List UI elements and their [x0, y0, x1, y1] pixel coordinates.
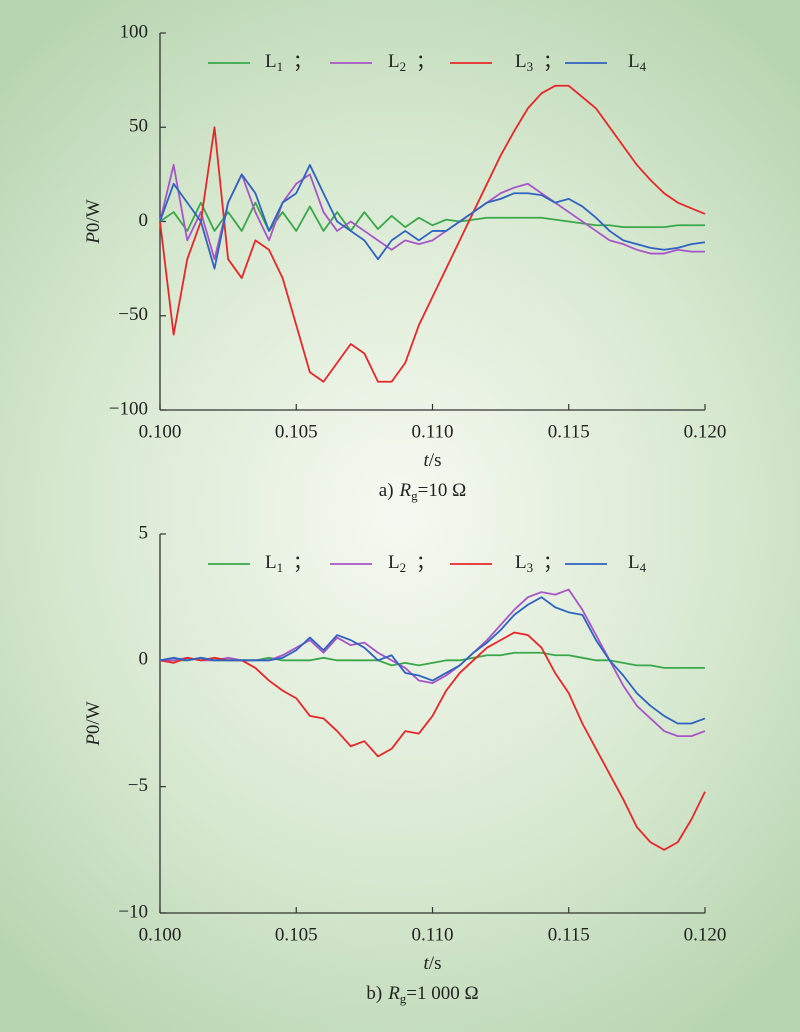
series-line	[159, 84, 706, 383]
x-tick-label: 0.110	[411, 421, 453, 442]
x-tick-label: 0.100	[139, 421, 182, 442]
x-axis-label: t/s	[424, 953, 442, 974]
caption-subscript: g	[400, 991, 407, 1006]
legend-label: L2	[388, 51, 406, 74]
legend-label: L2	[388, 552, 406, 575]
caption: b) Rg=1 000 Ω	[366, 983, 478, 1006]
y-tick-label: 0	[139, 649, 149, 670]
y-label-symbol: P	[83, 232, 104, 245]
legend-separator: ；	[416, 552, 435, 573]
caption-subscript: g	[411, 488, 418, 503]
caption-prefix: b)	[366, 983, 382, 1004]
y-label-symbol: P	[83, 734, 104, 747]
y-label-unit: /W	[83, 701, 104, 724]
caption-value: =10 Ω	[418, 480, 467, 501]
x-tick-label: 0.120	[684, 421, 727, 442]
y-axis-label: P0/W	[83, 701, 104, 746]
legend-label: L1	[265, 552, 283, 575]
y-tick-label: −10	[118, 901, 148, 922]
x-tick-label: 0.105	[275, 421, 318, 442]
caption-symbol: R	[387, 983, 400, 1004]
x-tick-label: 0.115	[548, 421, 590, 442]
legend-separator: ；	[543, 552, 562, 573]
caption-symbol: R	[399, 480, 412, 501]
x-label-unit: /s	[429, 450, 442, 471]
y-tick-label: 50	[129, 116, 148, 137]
caption-prefix: a)	[379, 480, 394, 501]
y-tick-label: −100	[109, 398, 148, 419]
legend-separator: ；	[416, 51, 435, 72]
x-tick-label: 0.115	[548, 924, 590, 945]
caption: a) Rg=10 Ω	[379, 480, 466, 503]
x-tick-label: 0.110	[411, 924, 453, 945]
legend-label: L3	[515, 51, 533, 74]
x-tick-label: 0.100	[139, 924, 182, 945]
legend-separator: ；	[293, 51, 312, 72]
x-label-symbol: t	[424, 450, 430, 471]
y-axis-label: P0/W	[83, 199, 104, 244]
y-label-subscript: 0	[83, 725, 104, 735]
legend-label: L4	[628, 51, 647, 74]
series-line	[159, 631, 706, 851]
series-line	[159, 596, 706, 725]
y-tick-label: −50	[118, 304, 148, 325]
x-tick-label: 0.120	[684, 924, 727, 945]
series-line	[159, 164, 705, 261]
series-line	[159, 201, 705, 232]
y-tick-label: 0	[139, 210, 149, 231]
y-tick-label: 5	[139, 522, 149, 543]
caption-value: =1 000 Ω	[406, 983, 478, 1004]
x-axis-label: t/s	[424, 450, 442, 471]
legend-label: L3	[515, 552, 533, 575]
y-tick-label: −5	[128, 775, 148, 796]
x-label-symbol: t	[424, 953, 430, 974]
legend-label: L1	[265, 51, 283, 74]
y-tick-label: 100	[120, 21, 149, 42]
x-tick-label: 0.105	[275, 924, 318, 945]
x-label-unit: /s	[429, 953, 442, 974]
legend-separator: ；	[543, 51, 562, 72]
series-line	[159, 164, 706, 270]
legend-label: L4	[628, 552, 647, 575]
y-label-unit: /W	[83, 199, 104, 222]
y-label-subscript: 0	[83, 223, 104, 233]
legend-separator: ；	[293, 552, 312, 573]
